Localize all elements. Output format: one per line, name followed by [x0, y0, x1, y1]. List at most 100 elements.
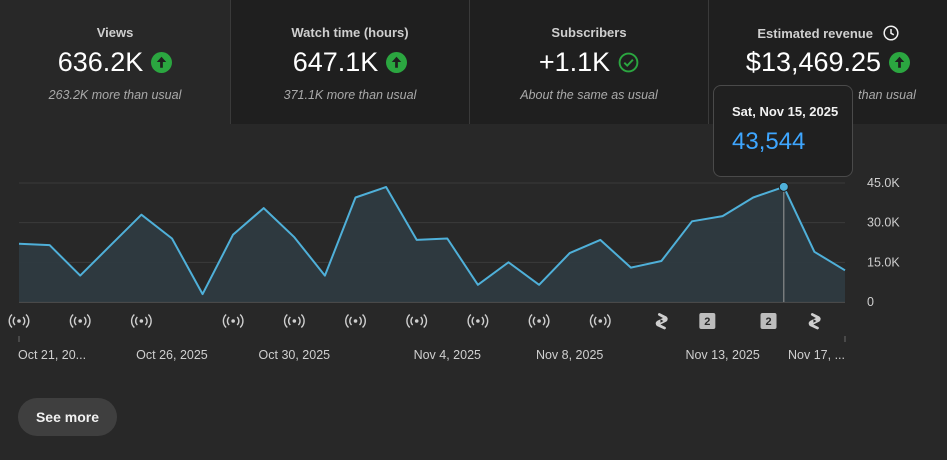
live-stream-icon	[589, 313, 611, 329]
live-wave-outer	[222, 313, 244, 329]
metric-value: 647.1K	[292, 47, 379, 77]
data-point	[567, 251, 572, 256]
data-point	[108, 243, 113, 248]
metric-label: Views	[96, 25, 134, 40]
data-point	[659, 259, 664, 264]
data-point	[751, 195, 756, 200]
tooltip-value: 43,544	[732, 128, 806, 155]
live-stream-icon	[345, 313, 366, 329]
data-point	[843, 268, 848, 273]
badge-count: 2	[765, 316, 771, 328]
data-point	[628, 265, 633, 270]
live-stream-icon	[467, 313, 489, 329]
live-stream-icon	[222, 313, 244, 329]
data-point	[261, 206, 266, 211]
data-point	[292, 235, 297, 240]
data-point	[200, 292, 205, 297]
x-tick-label: Oct 21, 20...	[18, 348, 86, 362]
data-point	[537, 282, 542, 287]
badge-box	[760, 313, 777, 329]
live-wave-inner	[226, 316, 240, 326]
live-stream-icon	[406, 313, 428, 329]
live-stream-icon	[283, 313, 305, 329]
live-wave-outer	[589, 313, 611, 329]
y-tick-label: 15.0K	[867, 255, 900, 269]
live-wave-inner	[135, 316, 148, 326]
data-point	[231, 232, 236, 237]
clock-icon	[883, 25, 899, 41]
y-tick-label: 0	[867, 295, 874, 309]
metric-label: Estimated revenue	[757, 26, 873, 41]
data-point	[169, 236, 174, 241]
live-dot	[476, 319, 480, 323]
data-point	[384, 184, 389, 189]
chart-tooltip: Sat, Nov 15, 2025 43,544	[713, 85, 853, 177]
data-point	[322, 273, 327, 278]
live-wave-inner	[12, 316, 26, 326]
multi-event-badge: 2	[699, 313, 716, 329]
metric-card-watch-time[interactable]: Watch time (hours) 647.1K 371.1K more th…	[230, 0, 469, 124]
live-wave-inner	[532, 316, 546, 326]
live-wave-outer	[345, 313, 366, 329]
multi-event-badge: 2	[760, 313, 777, 329]
chart-area-fill	[19, 186, 845, 302]
shorts-icon	[655, 313, 668, 330]
live-wave-outer	[467, 313, 489, 329]
live-dot	[537, 319, 541, 323]
metric-comparison: than usual	[858, 88, 916, 102]
arrow-up-icon	[151, 52, 173, 73]
metrics-bar: Views 636.2K 263.2K more than usual Watc…	[0, 0, 947, 124]
check-circle-icon	[618, 52, 639, 73]
views-chart[interactable]: 45.0K 30.0K 15.0K 0 2 2 Oct 21, 20... Oct 26, 2…	[0, 170, 947, 390]
data-point	[139, 212, 144, 217]
tooltip-date: Sat, Nov 15, 2025	[732, 104, 839, 119]
live-wave-inner	[471, 316, 485, 326]
live-dot	[231, 319, 235, 323]
series-line-views	[18, 185, 846, 296]
see-more-button[interactable]: See more	[18, 398, 117, 436]
live-dot	[598, 319, 603, 323]
metric-label-row: Estimated revenue	[709, 25, 947, 41]
live-dot	[292, 319, 297, 323]
data-point	[690, 219, 695, 224]
metric-label: Watch time (hours)	[291, 25, 409, 40]
live-dot	[78, 319, 82, 323]
x-tick-label: Nov 4, 2025	[414, 348, 481, 362]
live-wave-outer	[528, 313, 550, 329]
data-point	[475, 282, 480, 287]
live-wave-outer	[8, 313, 30, 329]
metric-card-views[interactable]: Views 636.2K 263.2K more than usual	[0, 0, 230, 124]
selected-data-point	[778, 181, 789, 192]
live-wave-inner	[73, 316, 87, 326]
live-dot	[353, 319, 358, 323]
metric-label: Subscribers	[551, 25, 627, 40]
data-point	[353, 195, 358, 200]
live-dot	[17, 319, 21, 323]
data-point	[812, 249, 817, 254]
live-wave-outer	[406, 313, 428, 329]
metric-value: 636.2K	[57, 47, 144, 77]
badge-count: 2	[704, 316, 710, 328]
metric-card-subscribers[interactable]: Subscribers +1.1K About the same as usua…	[469, 0, 708, 124]
badge-box	[699, 313, 716, 329]
data-point	[506, 260, 511, 265]
data-point	[445, 236, 450, 241]
arrow-up-icon	[889, 52, 911, 73]
y-tick-label: 30.0K	[867, 216, 900, 230]
live-stream-icon	[69, 313, 91, 329]
live-wave-inner	[349, 316, 362, 326]
data-point	[17, 241, 22, 246]
live-wave-inner	[410, 316, 424, 326]
data-point	[720, 214, 725, 219]
data-point	[78, 273, 83, 278]
live-wave-outer	[130, 313, 152, 329]
metric-value: +1.1K	[538, 47, 611, 77]
arrow-up-icon	[386, 52, 408, 73]
live-wave-inner	[287, 316, 301, 326]
live-wave-inner	[593, 316, 607, 326]
shorts-play	[813, 319, 817, 323]
x-tick-label: Nov 13, 2025	[685, 348, 759, 362]
live-stream-icon	[8, 313, 30, 329]
shorts-icon	[808, 313, 821, 330]
metric-comparison: About the same as usual	[520, 88, 658, 102]
